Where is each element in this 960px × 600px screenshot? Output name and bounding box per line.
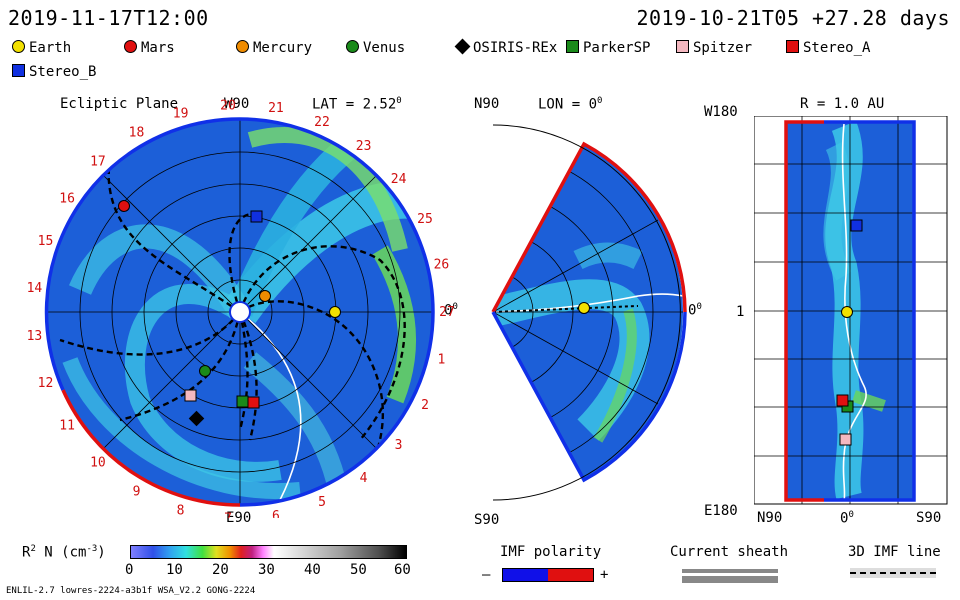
earth-marker-icon xyxy=(12,40,25,53)
panel3-zero-label: 00 xyxy=(840,510,854,527)
panel2-lon: LON = 00 xyxy=(538,96,603,113)
venus-marker-icon xyxy=(346,40,359,53)
panel1-title: Ecliptic Plane xyxy=(60,96,179,112)
osiris-rex-marker xyxy=(188,410,205,427)
parkersp-marker xyxy=(236,395,249,408)
legend-mars: Mars xyxy=(124,40,175,56)
legend-stereo-a: Stereo_A xyxy=(786,40,870,56)
carrington-number: 8 xyxy=(177,503,185,518)
mercury-marker-icon xyxy=(236,40,249,53)
legend-osiris-rex: OSIRIS-REx xyxy=(454,38,557,56)
carrington-number: 12 xyxy=(38,376,54,391)
legend-stereo-b: Stereo_B xyxy=(12,64,96,80)
panel1-lat: LAT = 2.520 xyxy=(312,96,402,113)
carrington-number: 1 xyxy=(437,353,445,368)
carrington-number: 5 xyxy=(318,495,326,510)
panel3-e-label: E180 xyxy=(704,503,738,519)
current-sheath-label: Current sheath xyxy=(670,544,789,560)
carrington-number: 25 xyxy=(417,212,433,227)
spitzer-marker-map xyxy=(839,433,852,446)
stereo-a-marker-map xyxy=(836,394,849,407)
carrington-number: 9 xyxy=(133,484,141,499)
stereo-a-marker xyxy=(247,396,260,409)
carrington-number: 23 xyxy=(356,139,372,154)
carrington-number: 24 xyxy=(391,172,407,187)
stereo-a-marker-icon xyxy=(786,40,799,53)
panel3-n-label: N90 xyxy=(757,510,783,526)
ecliptic-plane-plot: 1920212223242526271234567891011121314151… xyxy=(27,98,455,518)
colorbar xyxy=(130,545,407,559)
earth-marker-meridional xyxy=(578,302,590,314)
legend-parkersp: ParkerSP xyxy=(566,40,650,56)
stereo-b-marker-map xyxy=(850,219,863,232)
carrington-number: 13 xyxy=(27,329,43,344)
carrington-number: 26 xyxy=(434,257,450,272)
footer-model-info: ENLIL-2.7 lowres-2224-a3b1f WSA_V2.2 GON… xyxy=(6,586,256,596)
legend-spitzer: Spitzer xyxy=(676,40,752,56)
imf-line-sample xyxy=(850,568,936,578)
left-timestamp: 2019-11-17T12:00 xyxy=(8,6,209,30)
legend-mercury: Mercury xyxy=(236,40,312,56)
panel3-s-label: S90 xyxy=(916,510,942,526)
right-timestamp: 2019-10-21T05 +27.28 days xyxy=(636,6,950,30)
carrington-number: 16 xyxy=(59,191,75,206)
imf-minus: – xyxy=(482,567,491,583)
carrington-number: 21 xyxy=(268,101,284,116)
radius-map-plot xyxy=(754,116,948,505)
carrington-number: 20 xyxy=(220,98,236,113)
venus-marker xyxy=(199,365,211,377)
carrington-number: 14 xyxy=(27,281,43,296)
carrington-number: 11 xyxy=(59,419,75,434)
osiris-rex-marker-icon xyxy=(454,38,471,55)
carrington-number: 10 xyxy=(90,456,106,471)
carrington-number: 7 xyxy=(224,512,232,518)
panel3-mid-label: 1 xyxy=(736,304,745,320)
imf-line-label: 3D IMF line xyxy=(848,544,941,560)
carrington-number: 22 xyxy=(314,115,330,130)
carrington-number: 17 xyxy=(90,154,106,169)
panel3-title: R = 1.0 AU xyxy=(800,96,885,112)
stereo-b-marker-icon xyxy=(12,64,25,77)
current-sheath-sample xyxy=(682,569,778,576)
panel2-bottom-left: S90 xyxy=(474,512,500,528)
mercury-marker xyxy=(259,290,271,302)
carrington-number: 18 xyxy=(129,126,145,141)
spitzer-marker-icon xyxy=(676,40,689,53)
imf-polarity-label: IMF polarity xyxy=(500,544,602,560)
meridional-plot xyxy=(491,124,687,501)
carrington-number: 3 xyxy=(395,438,403,453)
panel1-right-label: 00 xyxy=(444,302,458,319)
spitzer-marker xyxy=(184,389,197,402)
carrington-number: 15 xyxy=(38,234,54,249)
carrington-number: 19 xyxy=(173,107,189,122)
carrington-number: 6 xyxy=(272,509,280,518)
mars-marker-icon xyxy=(124,40,137,53)
panel3-w-label: W180 xyxy=(704,104,738,120)
parkersp-marker-icon xyxy=(566,40,579,53)
earth-marker xyxy=(329,306,341,318)
legend-venus: Venus xyxy=(346,40,405,56)
stereo-b-marker xyxy=(250,210,263,223)
carrington-number: 27 xyxy=(439,305,455,320)
colorbar-label: R2 N (cm-3) xyxy=(22,544,106,561)
panel1-top-label: W90 xyxy=(224,96,250,112)
earth-marker-map xyxy=(841,306,853,318)
mars-marker xyxy=(118,200,130,212)
carrington-number: 2 xyxy=(421,398,429,413)
imf-polarity-bar xyxy=(502,568,594,582)
panel2-top-left: N90 xyxy=(474,96,500,112)
panel2-right: 00 xyxy=(688,302,702,319)
carrington-number: 4 xyxy=(360,471,368,486)
carrington-numbers: 1920212223242526271234567891011121314151… xyxy=(27,98,455,518)
imf-plus: + xyxy=(600,567,609,583)
panel1-bottom-label: E90 xyxy=(226,510,252,526)
legend-earth: Earth xyxy=(12,40,71,56)
